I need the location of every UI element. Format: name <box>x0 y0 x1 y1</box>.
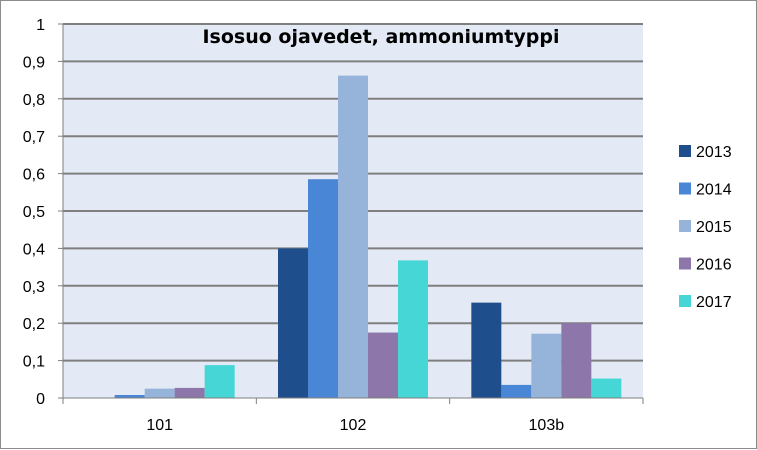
bar-101-2015 <box>144 388 175 398</box>
bar-102-2016 <box>368 332 398 398</box>
x-tick-label: 101 <box>146 417 173 434</box>
chart-title: Isosuo ojavedet, ammoniumtyppi <box>202 26 559 48</box>
legend-label-2015: 2015 <box>696 219 732 236</box>
legend-label-2013: 2013 <box>696 144 732 161</box>
bar-103b-2014 <box>501 384 532 398</box>
legend-swatch-2015 <box>679 220 691 232</box>
bar-102-2014 <box>308 179 338 398</box>
bar-102-2015 <box>338 75 368 398</box>
legend: 2013 2014 2015 2016 2017 <box>679 144 732 311</box>
y-tick-label: 0,7 <box>23 129 45 146</box>
legend-swatch-2017 <box>679 295 691 307</box>
bar-103b-2015 <box>531 333 562 398</box>
bar-101-2014 <box>114 395 145 398</box>
y-tick-label: 0,3 <box>23 279 45 296</box>
legend-label-2014: 2014 <box>696 182 732 199</box>
bar-103b-2017 <box>591 378 622 398</box>
legend-swatch-2013 <box>679 145 691 157</box>
bar-101-2017 <box>204 365 235 398</box>
bar-102-2013 <box>278 248 308 398</box>
legend-label-2017: 2017 <box>696 294 732 311</box>
y-tick-label: 0,5 <box>23 204 45 221</box>
legend-swatch-2016 <box>679 257 691 270</box>
y-tick-label: 1 <box>36 17 45 34</box>
bar-102-2017 <box>398 260 428 398</box>
y-tick-label: 0,4 <box>23 241 45 258</box>
y-tick-label: 0,6 <box>23 167 45 184</box>
x-tick-label: 103b <box>529 417 565 434</box>
plot-area: 0 0,1 0,2 0,3 0,4 0,5 0,6 0,7 0,8 0,9 1 101 102 103b <box>23 17 644 434</box>
y-tick-label: 0,9 <box>23 54 45 71</box>
legend-label-2016: 2016 <box>696 257 732 274</box>
bar-101-2016 <box>174 387 205 398</box>
x-tick-label: 102 <box>340 417 367 434</box>
y-tick-label: 0,8 <box>23 92 45 109</box>
y-tick-label: 0,2 <box>23 316 45 333</box>
y-tick-label: 0 <box>36 391 45 408</box>
bar-103b-2013 <box>471 302 502 398</box>
y-tick-label: 0,1 <box>23 354 45 371</box>
bar-103b-2016 <box>561 323 592 398</box>
legend-swatch-2014 <box>679 182 691 195</box>
